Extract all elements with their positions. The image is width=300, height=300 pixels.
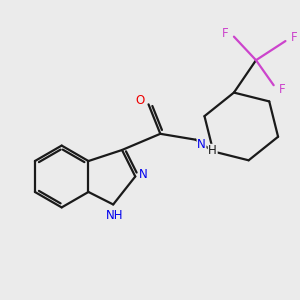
Text: F: F xyxy=(279,83,285,96)
Text: O: O xyxy=(136,94,145,107)
Text: N: N xyxy=(197,139,206,152)
Text: F: F xyxy=(290,31,297,44)
Text: H: H xyxy=(208,144,217,158)
Text: NH: NH xyxy=(106,209,123,222)
Text: N: N xyxy=(139,168,148,181)
Text: F: F xyxy=(222,27,229,40)
